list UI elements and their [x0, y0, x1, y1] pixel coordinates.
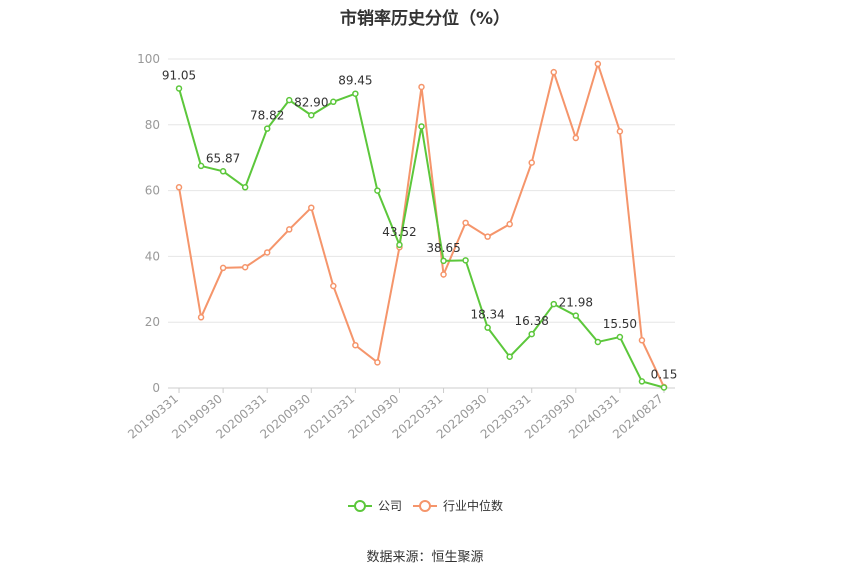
data-label: 91.05: [162, 68, 196, 82]
data-point-company: [175, 85, 183, 92]
data-label: 78.82: [250, 109, 284, 123]
data-point-industry-median: [352, 341, 359, 349]
data-point-company: [374, 187, 381, 194]
data-source: 数据来源：恒生聚源: [366, 550, 484, 565]
data-label: 21.98: [559, 296, 593, 310]
data-point-industry-median: [285, 226, 293, 233]
data-point-company: [440, 257, 447, 265]
data-point-industry-median: [330, 282, 337, 290]
y-tick-label: 0: [152, 381, 160, 395]
data-point-company: [660, 384, 668, 391]
data-point-industry-median: [197, 314, 205, 321]
data-point-company: [418, 123, 425, 130]
series-line-company: [178, 88, 665, 389]
data-point-company: [285, 96, 293, 104]
data-label: 16.38: [515, 314, 549, 328]
data-label: 89.45: [338, 74, 372, 88]
y-tick-label: 100: [137, 52, 160, 66]
data-point-company: [241, 184, 249, 191]
legend-label-industry-median: 行业中位数: [443, 498, 503, 513]
data-point-company: [330, 98, 337, 106]
data-point-industry-median: [440, 271, 447, 278]
data-point-industry-median: [462, 219, 469, 227]
data-point-company: [484, 324, 491, 331]
data-point-industry-median: [241, 264, 249, 271]
data-label: 18.34: [470, 308, 504, 322]
data-label: 0.15: [651, 368, 678, 382]
data-point-industry-median: [638, 337, 646, 344]
data-point-company: [638, 378, 646, 385]
data-point-industry-median: [484, 233, 491, 240]
data-point-industry-median: [308, 204, 315, 211]
data-point-company: [352, 90, 359, 97]
legend-marker-company: [354, 500, 366, 512]
y-tick-label: 20: [145, 315, 160, 329]
data-point-industry-median: [175, 184, 183, 191]
data-point-company: [550, 300, 558, 308]
data-point-company: [506, 353, 513, 360]
data-point-industry-median: [374, 359, 381, 366]
data-point-industry-median: [594, 60, 602, 68]
data-point-company: [462, 257, 469, 264]
data-label: 38.65: [426, 241, 460, 255]
y-tick-label: 60: [145, 184, 160, 198]
data-point-company: [308, 112, 315, 119]
y-tick-label: 80: [145, 118, 160, 132]
data-point-industry-median: [616, 128, 624, 135]
data-point-industry-median: [528, 159, 535, 166]
data-point-industry-median: [572, 134, 580, 142]
data-label: 43.52: [382, 225, 416, 239]
data-point-company: [219, 168, 227, 175]
data-point-company: [396, 241, 403, 249]
data-point-industry-median: [263, 249, 271, 256]
data-point-company: [263, 125, 271, 132]
data-label: 82.90: [294, 95, 328, 109]
data-point-industry-median: [418, 83, 425, 91]
data-point-company: [528, 330, 535, 338]
data-point-industry-median: [219, 264, 227, 272]
data-label: 15.50: [603, 317, 637, 331]
data-point-company: [616, 333, 624, 341]
data-point-company: [572, 312, 580, 319]
data-point-industry-median: [506, 220, 513, 228]
chart-title: 市销率历史分位（%）: [339, 9, 511, 29]
data-point-company: [197, 162, 205, 170]
data-point-industry-median: [550, 68, 558, 76]
legend-label-company: 公司: [378, 499, 402, 513]
y-tick-label: 40: [145, 249, 160, 263]
data-label: 65.87: [206, 151, 240, 165]
data-point-company: [594, 338, 602, 346]
legend-marker-industry-median: [419, 500, 431, 512]
